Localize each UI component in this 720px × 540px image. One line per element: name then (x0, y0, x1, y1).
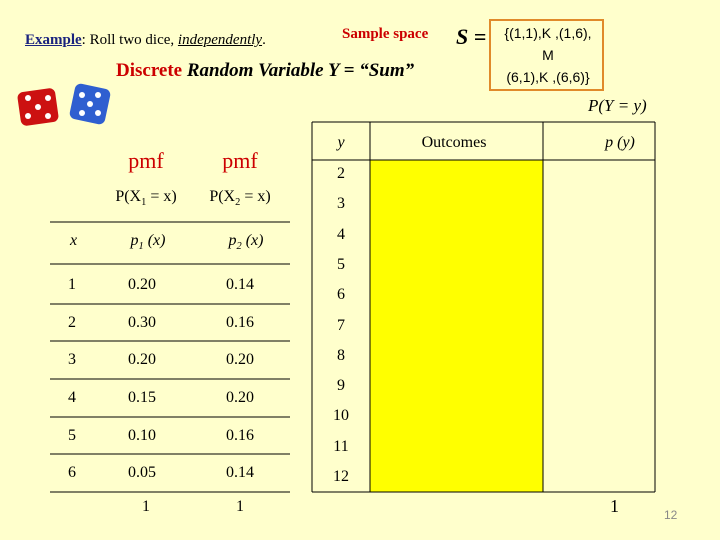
subtitle-discrete: Discrete (116, 60, 183, 81)
subtitle: Discrete Random Variable Y = “Sum” (116, 60, 414, 82)
column-header: y (337, 134, 345, 151)
cell: 0.20 (226, 351, 254, 368)
y-value: 9 (337, 377, 345, 395)
cell: 4 (68, 389, 76, 406)
example-label: Example (25, 32, 82, 48)
y-value: 6 (337, 286, 345, 304)
red-die (17, 88, 59, 126)
y-value: 3 (337, 195, 345, 213)
sample-space-label: Sample space (342, 26, 429, 42)
outcomes-column (370, 160, 543, 492)
cell: 5 (68, 427, 76, 444)
cell: 2 (68, 314, 76, 331)
example-text: : Roll two dice, (81, 32, 178, 48)
column-header: p (y) (605, 134, 635, 151)
cell: 0.30 (128, 314, 156, 331)
pmf-label: pmf (128, 148, 164, 173)
cell: 0.10 (128, 427, 156, 444)
total: 1 (142, 498, 150, 515)
example-emph: independently (177, 32, 263, 48)
right-table-lines (311, 121, 656, 493)
left-table-lines (50, 221, 290, 493)
prob-label-main: P(X (115, 188, 142, 205)
column-header: x (70, 232, 77, 250)
column-header: p1 (x) (131, 232, 166, 252)
example-end: . (262, 32, 266, 48)
right-table-caption: P(Y = y) (588, 96, 647, 115)
set-symbol: S = (456, 24, 487, 49)
cell: 0.20 (128, 276, 156, 293)
prob-label-sub: 2 (235, 197, 241, 209)
cell: 1 (68, 276, 76, 293)
set-line: M (542, 47, 554, 63)
prob-label-suffix: = x) (146, 188, 177, 205)
cell: 0.16 (226, 314, 254, 331)
blue-die (69, 83, 111, 125)
cell: 0.14 (226, 276, 254, 293)
cell: 0.14 (226, 464, 254, 481)
set-line: (6,1),K ,(6,6)} (506, 69, 590, 85)
pmf-label: pmf (222, 148, 258, 173)
y-value: 5 (337, 255, 345, 273)
y-value: 10 (333, 407, 349, 425)
cell: 0.20 (128, 351, 156, 368)
y-value: 12 (333, 468, 349, 485)
right-table-total: 1 (610, 496, 619, 516)
page-number: 12 (664, 508, 678, 522)
cell: 6 (68, 464, 76, 481)
column-header-sub: 2 (236, 241, 242, 253)
y-value: 11 (333, 437, 349, 455)
column-header-suffix: (x) (241, 232, 264, 249)
column-header-main: p (130, 232, 139, 249)
example-line: Example: Roll two dice, independently. (25, 32, 266, 49)
column-header: Outcomes (421, 134, 487, 151)
y-value: 4 (337, 225, 345, 243)
prob-label-suffix: = x) (240, 188, 271, 205)
prob-label: P(X2 = x) (209, 188, 270, 208)
column-header-suffix: (x) (143, 232, 166, 249)
set-definition: {(1,1),K ,(1,6), M (6,1),K ,(6,6)} (496, 22, 600, 88)
cell: 3 (68, 351, 76, 368)
column-header-sub: 1 (138, 241, 144, 253)
cell: 0.05 (128, 464, 156, 481)
column-header: p2 (x) (229, 232, 264, 252)
set-line: {(1,1),K ,(1,6), (504, 25, 592, 41)
y-value: 7 (337, 316, 345, 334)
prob-label: P(X1 = x) (115, 188, 176, 208)
cell: 0.15 (128, 389, 156, 406)
sample-space-box (489, 19, 604, 91)
prob-label-main: P(X (209, 188, 236, 205)
total: 1 (236, 498, 244, 515)
prob-label-sub: 1 (141, 197, 147, 209)
column-header-main: p (228, 232, 237, 249)
cell: 0.20 (226, 389, 254, 406)
column-header-main: x (70, 232, 78, 249)
y-value: 8 (337, 346, 345, 364)
subtitle-rest: Random Variable Y = “Sum” (186, 60, 415, 81)
y-value: 2 (337, 165, 345, 182)
cell: 0.16 (226, 427, 254, 444)
